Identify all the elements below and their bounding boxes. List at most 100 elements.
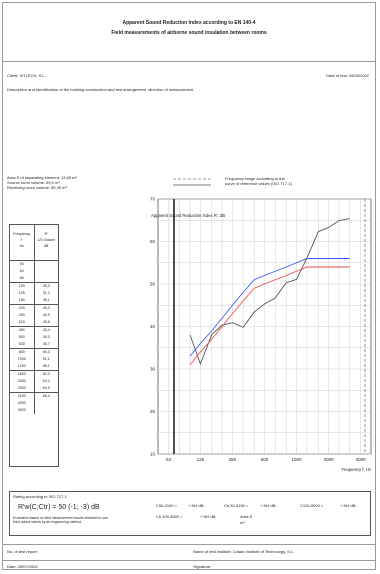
rating-box: Rating according to ISO 717-1 R'w(C;Ctr)… bbox=[9, 491, 371, 536]
frequency-group: 1600 62,3 2000 63,3 2500 64,9 bbox=[10, 371, 58, 393]
frequency-cell: 1000 bbox=[10, 356, 35, 363]
r-prime-cell: 30,3 bbox=[42, 284, 50, 288]
r-prime-cell: 56,1 bbox=[42, 364, 50, 368]
table-row: 160 38,1 bbox=[10, 297, 58, 304]
receiving-volume-label: Receiving room volume: 55,35 m³ bbox=[7, 185, 67, 190]
rating-title: Rating according to ISO 717-1 bbox=[13, 494, 67, 499]
frequency-cell: 63 bbox=[10, 268, 35, 275]
ctr50-value: + NH dB; bbox=[260, 503, 277, 508]
c50-label: C50-3150 = bbox=[156, 503, 178, 508]
x-tick-label: 63 bbox=[166, 457, 172, 462]
x-tick-label: 4000 bbox=[356, 457, 367, 462]
y-tick-label: 20 bbox=[150, 409, 156, 414]
signature-label: Signature: bbox=[193, 564, 212, 569]
y-tick-label: 30 bbox=[150, 367, 156, 372]
table-row: 400 43,4 bbox=[10, 327, 58, 334]
r-prime-cell: 64,9 bbox=[42, 386, 50, 390]
r-prime-cell bbox=[35, 407, 59, 414]
x-axis-label: Frequency f, Hz bbox=[341, 467, 371, 472]
evaluation-note: Evaluation based on field measurement re… bbox=[13, 516, 109, 525]
frequency-cell: 200 bbox=[10, 305, 35, 312]
rating-formula: R'w(C;Ctr) = 50 (-1; -3) dB bbox=[18, 504, 100, 511]
frequency-cell: 4000 bbox=[10, 400, 35, 407]
y-tick-label: 50 bbox=[150, 282, 156, 287]
sound-reduction-chart: 10 20 30 40 50 60 70 63 125 250 500 1000 2000 4000 Ap… bbox=[150, 197, 372, 472]
area-label: Area S of separating element: 13,60 m² bbox=[7, 175, 77, 180]
y-tick-label: 70 bbox=[150, 197, 156, 202]
table-row: 250 40,9 bbox=[10, 312, 58, 319]
r-prime-cell: 40,3 bbox=[42, 306, 50, 310]
footer-row-2: Date: 26/07/2002 Signature: bbox=[3, 560, 375, 569]
frequency-group: 100 30,3 125 31,2 160 38,1 bbox=[10, 283, 58, 305]
report-number-label: No. of test report: bbox=[7, 549, 38, 554]
y-axis-label: Apparent Sound Reduction Index R', dB bbox=[151, 213, 225, 218]
r-prime-cell bbox=[35, 268, 59, 275]
table-row: 3150 65,4 bbox=[10, 393, 58, 400]
r-prime-cell: 62,3 bbox=[42, 372, 50, 376]
footer-row-1: No. of test report: Name of test institu… bbox=[3, 544, 375, 554]
frequency-cell: 3150 bbox=[10, 393, 35, 400]
frequency-group: 3150 65,4 4000 5000 bbox=[10, 393, 58, 414]
y-tick-label: 60 bbox=[150, 239, 156, 244]
frequency-group: 800 50,3 1000 51,1 1250 56,1 bbox=[10, 349, 58, 371]
legend-range-label: Frequency range according to the bbox=[225, 176, 285, 181]
table-row: 50 bbox=[10, 261, 58, 268]
frequency-table-header: Frequency f Hz R' 1/3 Octave dB bbox=[10, 225, 58, 261]
frequency-cell: 500 bbox=[10, 334, 35, 341]
table-row: 63 bbox=[10, 268, 58, 275]
r-prime-cell: 50,3 bbox=[42, 350, 50, 354]
r-prime-cell: 63,3 bbox=[42, 379, 50, 383]
r-prime-cell bbox=[35, 275, 59, 282]
table-row: 1000 51,1 bbox=[10, 356, 58, 363]
r-prime-cell: 38,1 bbox=[42, 298, 50, 302]
table-row: 1250 56,1 bbox=[10, 363, 58, 370]
legend-swatches bbox=[173, 178, 211, 186]
frequency-cell: 250 bbox=[10, 312, 35, 319]
x-tick-label: 500 bbox=[261, 457, 269, 462]
frequency-cell: 315 bbox=[10, 319, 35, 326]
frequency-cell: 50 bbox=[10, 261, 35, 268]
source-volume-label: Source room volume: 59,0 m³ bbox=[7, 180, 60, 185]
frequency-cell: 630 bbox=[10, 341, 35, 348]
ctr100-value: + NH dB; bbox=[200, 514, 217, 519]
client-label: Client: VITLECH, S.L. bbox=[7, 73, 46, 78]
frequency-cell: 5000 bbox=[10, 407, 35, 414]
legend-reference-label: curve of reference values (ISO 717-1) bbox=[225, 181, 292, 186]
r-prime-cell: 31,2 bbox=[42, 291, 50, 295]
description-label: Description and identification of the bu… bbox=[7, 87, 194, 92]
frequency-cell: 800 bbox=[10, 349, 35, 356]
table-row: 200 40,3 bbox=[10, 305, 58, 312]
r-prime-cell: 46,7 bbox=[42, 342, 50, 346]
frequency-group: 50 63 80 bbox=[10, 261, 58, 283]
table-row: 315 39,8 bbox=[10, 319, 58, 326]
ctr50-label: Ctr,50-3150 = bbox=[224, 503, 249, 508]
x-tick-label: 2000 bbox=[324, 457, 335, 462]
frequency-table: Frequency f Hz R' 1/3 Octave dB 50 63 80 100 30,… bbox=[9, 224, 59, 467]
frequency-cell: 1250 bbox=[10, 363, 35, 370]
footer-date-label: Date: 26/07/2002 bbox=[7, 564, 38, 569]
report-header: Apparent Sound Reduction Index according… bbox=[3, 3, 375, 62]
area-s-unit: m² bbox=[240, 520, 245, 525]
series-line-shifted bbox=[189, 266, 350, 366]
frequency-cell: 1600 bbox=[10, 371, 35, 378]
r-prime-column-header: R' 1/3 Octave dB bbox=[37, 232, 55, 248]
area-s-label: Area S bbox=[240, 514, 253, 519]
frequency-cell: 80 bbox=[10, 275, 35, 282]
c50-value: + NH dB; bbox=[188, 503, 205, 508]
y-tick-label: 10 bbox=[150, 452, 156, 457]
report-title: Apparent Sound Reduction Index according… bbox=[122, 20, 256, 26]
test-report-page: Apparent Sound Reduction Index according… bbox=[2, 2, 376, 570]
r-prime-cell: 51,1 bbox=[42, 357, 50, 361]
report-subtitle: Field measurements of airborne sound ins… bbox=[111, 30, 267, 36]
x-tick-label: 250 bbox=[229, 457, 237, 462]
y-tick-label: 40 bbox=[150, 324, 156, 329]
r-prime-cell: 43,4 bbox=[42, 328, 50, 332]
frequency-group: 400 43,4 500 45,3 630 46,7 bbox=[10, 327, 58, 349]
table-row: 1600 62,3 bbox=[10, 371, 58, 378]
r-prime-cell bbox=[35, 261, 59, 268]
table-row: 500 45,3 bbox=[10, 334, 58, 341]
frequency-group: 200 40,3 250 40,9 315 39,8 bbox=[10, 305, 58, 327]
frequency-cell: 2000 bbox=[10, 378, 35, 385]
series-line-measured bbox=[189, 218, 350, 366]
table-row: 2500 64,9 bbox=[10, 385, 58, 392]
